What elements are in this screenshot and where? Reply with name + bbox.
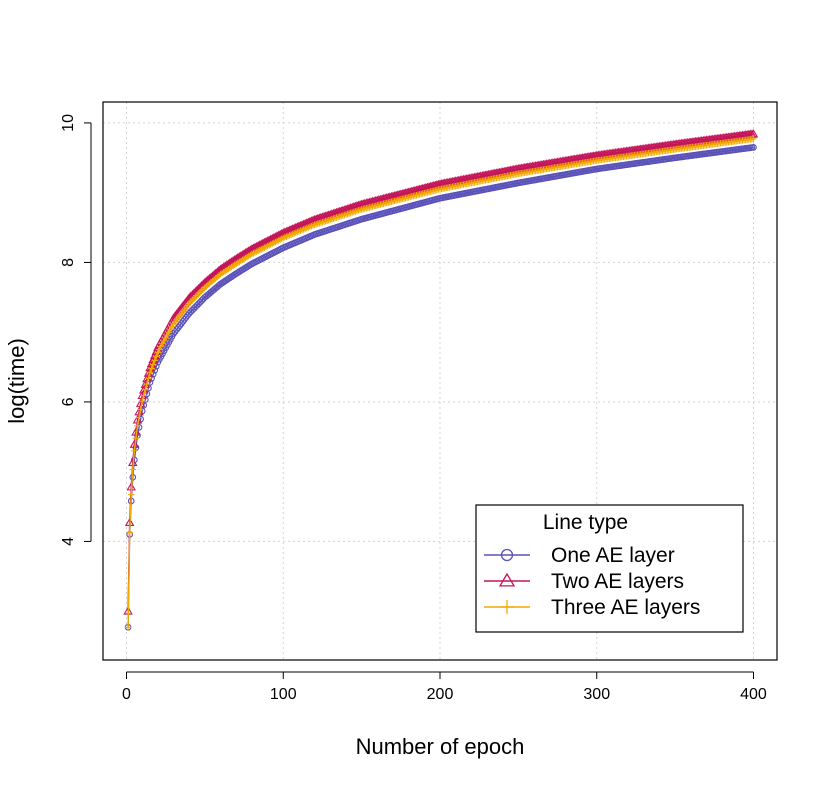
data-point [132,434,140,442]
data-point [164,332,171,339]
legend-label: Two AE layers [551,570,684,593]
data-point [168,323,176,330]
data-point [297,227,304,234]
data-point [145,375,152,382]
legend-label: Three AE layers [551,596,700,619]
legend: Line type One AE layer Two AE layers Three… [475,504,744,633]
legend-marker [500,548,514,562]
data-point [750,143,757,151]
data-point [146,369,154,376]
y-axis-title: log(time) [4,338,29,424]
legend-items: One AE layer Two AE layers Three AE layers [484,544,700,619]
series-3 [124,135,757,631]
legend-title: Line type [543,511,628,534]
data-point [148,365,155,372]
data-point [292,229,299,236]
legend-item: One AE layer [484,544,675,567]
data-point [134,422,141,429]
x-axis: 0 100 200 300 400 [122,671,767,703]
data-point [137,406,144,413]
data-point [295,228,303,235]
x-tick-label: 0 [122,686,131,703]
legend-marker [500,600,514,614]
data-point [140,392,147,399]
data-point [283,233,290,240]
data-point [278,235,285,243]
data-point [298,226,306,234]
data-point [142,386,149,393]
y-tick-label: 4 [60,537,77,546]
data-point [289,230,296,238]
data-point [124,624,132,631]
data-point [300,226,307,233]
data-point [162,334,169,342]
legend-label: One AE layer [551,544,675,567]
y-axis: 4 6 8 10 [60,114,92,546]
data-point [750,135,757,143]
data-point [131,447,138,454]
data-point [308,222,315,230]
data-point [305,224,312,231]
plot-frame [102,101,778,661]
data-point [281,234,289,241]
y-tick-label: 6 [60,397,77,406]
data-point [159,340,166,348]
data-point [157,343,165,350]
data-point [128,491,135,498]
data-point [306,223,314,230]
data-point [154,349,162,356]
data-point [126,529,133,536]
data-point [284,232,292,240]
legend-item: Two AE layers [484,570,684,593]
legend-marker [498,572,516,587]
y-tick-label: 8 [60,258,77,267]
data-point [165,329,173,336]
x-axis-title: Number of epoch [356,734,525,759]
x-tick-label: 100 [270,686,297,703]
data-point [302,225,309,232]
x-tick-label: 300 [583,686,610,703]
series-layer [123,129,759,631]
data-point [294,228,301,236]
data-point [135,414,143,421]
data-point [143,380,151,388]
legend-box [475,504,744,633]
data-point [160,337,168,345]
legend-item: Three AE layers [484,596,700,619]
data-point [291,230,298,237]
data-point [287,231,295,238]
x-tick-label: 200 [427,686,454,703]
data-point [156,346,163,353]
y-tick-label: 10 [60,114,77,132]
data-point [280,234,287,242]
data-point [309,222,317,229]
data-point [167,326,174,333]
data-point [129,466,136,473]
data-point [286,232,293,239]
data-point [151,357,158,364]
data-point [138,398,146,405]
data-point [303,224,310,232]
x-tick-label: 400 [740,686,767,703]
data-point [153,353,160,360]
data-point [149,361,157,368]
